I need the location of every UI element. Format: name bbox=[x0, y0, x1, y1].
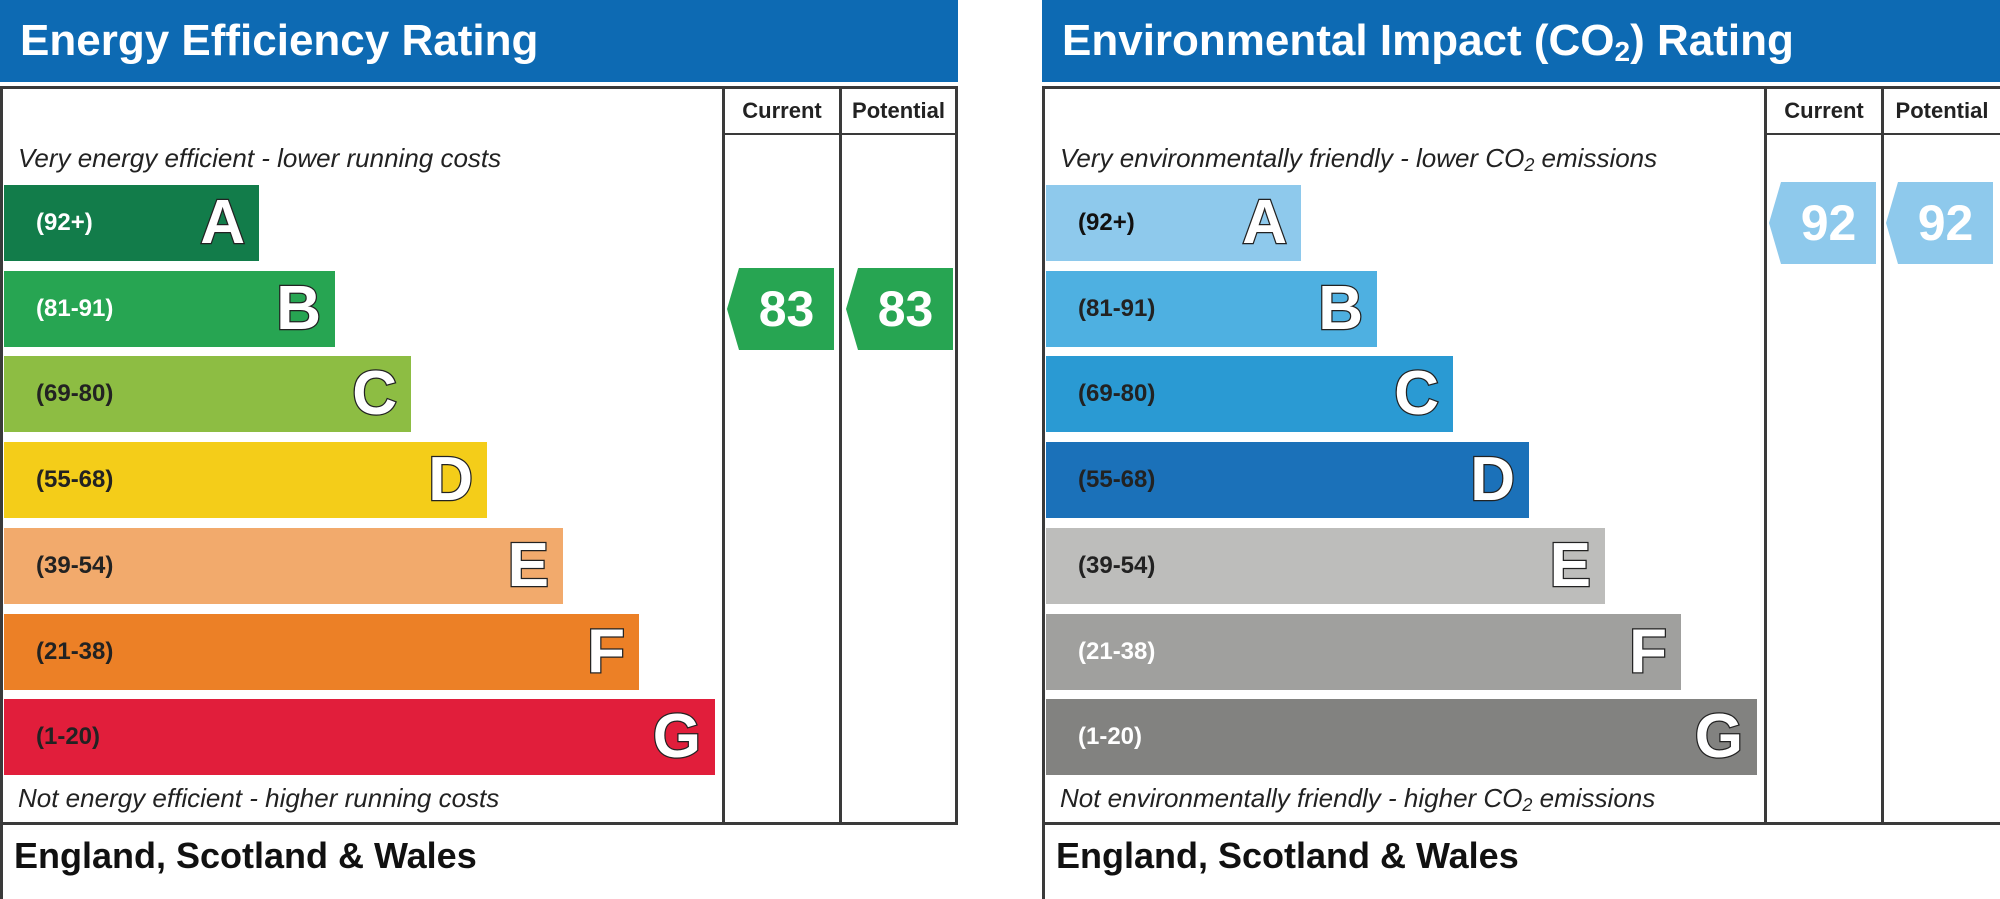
band-g: (1-20) G bbox=[4, 699, 715, 776]
band-range: (21-38) bbox=[36, 637, 114, 665]
energy-current-value: 83 bbox=[758, 280, 815, 337]
band-range: (39-54) bbox=[36, 551, 114, 579]
column-header-potential: Potential bbox=[1895, 98, 1989, 123]
frame-divider-2 bbox=[839, 86, 842, 824]
band-letter: D bbox=[427, 444, 474, 516]
frame-divider-1 bbox=[1764, 86, 1767, 824]
frame-right bbox=[955, 86, 958, 824]
top-note-part-1: Very environmentally friendly - lower CO bbox=[1060, 143, 1525, 173]
band-range: (69-80) bbox=[36, 380, 114, 408]
band-letter: E bbox=[506, 530, 550, 602]
frame-top bbox=[0, 86, 958, 89]
top-note: Very energy efficient - lower running co… bbox=[18, 143, 502, 173]
band-a: (92+) A bbox=[4, 185, 259, 261]
indicator-shape bbox=[1769, 182, 1876, 264]
bottom-note: Not environmentally friendly - higher CO… bbox=[1060, 783, 1655, 814]
band-letter: F bbox=[1628, 615, 1668, 687]
environmental-potential-value: 92 bbox=[1917, 195, 1974, 251]
band-range: (21-38) bbox=[1078, 637, 1156, 665]
band-letter: C bbox=[351, 358, 398, 430]
band-letter: D bbox=[1469, 444, 1516, 516]
frame-divider-1 bbox=[722, 86, 725, 824]
column-header-current: Current bbox=[1784, 98, 1864, 123]
energy-potential-value: 83 bbox=[877, 280, 934, 337]
indicator-shape bbox=[1886, 182, 1993, 264]
band-range: (55-68) bbox=[1078, 466, 1156, 494]
band-g: (1-20) G bbox=[1046, 699, 1757, 776]
band-b: (81-91) B bbox=[1046, 270, 1377, 347]
column-header-potential: Potential bbox=[852, 98, 945, 123]
band-letter: G bbox=[652, 701, 703, 773]
band-letter: F bbox=[586, 615, 626, 687]
band-range: (92+) bbox=[36, 209, 93, 236]
band-range: (1-20) bbox=[1078, 723, 1143, 751]
frame-divider-2 bbox=[1881, 86, 1884, 824]
bottom-note-sub: 2 bbox=[1522, 795, 1533, 815]
frame-bottom bbox=[1042, 822, 2000, 825]
band-range: (81-91) bbox=[36, 294, 114, 322]
band-d: (55-68) D bbox=[1046, 442, 1529, 519]
band-letter: E bbox=[1548, 530, 1592, 602]
band-range: (55-68) bbox=[36, 466, 114, 494]
band-c: (69-80) C bbox=[1046, 356, 1453, 433]
band-range: (92+) bbox=[1078, 209, 1135, 236]
environmental-title-sub: 2 bbox=[1614, 36, 1631, 67]
band-f: (21-38) F bbox=[4, 613, 639, 690]
environmental-title: Environmental Impact (CO2) Rating bbox=[1042, 0, 2000, 82]
band-a: (92+) A bbox=[1046, 185, 1301, 261]
band-range: (81-91) bbox=[1078, 294, 1156, 322]
indicator-shape bbox=[846, 267, 953, 350]
band-f: (21-38) F bbox=[1046, 613, 1681, 690]
bottom-note: Not energy efficient - higher running co… bbox=[18, 783, 500, 813]
column-header-current: Current bbox=[742, 98, 822, 123]
band-e: (39-54) E bbox=[1046, 527, 1605, 604]
energy-footer: England, Scotland & Wales bbox=[14, 835, 477, 876]
energy-efficiency-panel: Energy Efficiency Rating Current Potenti… bbox=[0, 0, 960, 899]
top-note-sub: 2 bbox=[1524, 155, 1535, 175]
top-note-part-3: emissions bbox=[1534, 143, 1658, 173]
environmental-current-indicator: 92 bbox=[1769, 182, 1876, 264]
band-e: (39-54) E bbox=[4, 527, 563, 604]
band-letter: B bbox=[275, 272, 322, 344]
environmental-current-value: 92 bbox=[1800, 195, 1857, 251]
band-letter: A bbox=[199, 187, 246, 259]
band-letter: B bbox=[1317, 272, 1364, 344]
frame-left bbox=[0, 86, 3, 899]
environmental-potential-indicator: 92 bbox=[1886, 182, 1993, 264]
frame-bottom bbox=[0, 822, 958, 825]
band-c: (69-80) C bbox=[4, 356, 411, 433]
energy-potential-indicator: 83 bbox=[846, 267, 953, 350]
frame-top bbox=[1042, 86, 2000, 89]
band-letter: G bbox=[1694, 701, 1745, 773]
band-letter: A bbox=[1241, 187, 1288, 259]
band-d: (55-68) D bbox=[4, 442, 487, 519]
environmental-title-part-3: ) Rating bbox=[1630, 16, 1794, 65]
frame-left bbox=[1042, 86, 1045, 899]
band-range: (69-80) bbox=[1078, 380, 1156, 408]
environmental-footer: England, Scotland & Wales bbox=[1056, 835, 1519, 876]
band-b: (81-91) B bbox=[4, 270, 335, 347]
band-letter: C bbox=[1393, 358, 1440, 430]
bottom-note-part-1: Not environmentally friendly - higher CO bbox=[1060, 783, 1523, 813]
top-note: Very environmentally friendly - lower CO… bbox=[1060, 143, 1657, 174]
indicator-shape bbox=[727, 267, 834, 350]
bottom-note-part-3: emissions bbox=[1532, 783, 1656, 813]
environmental-impact-panel: Environmental Impact (CO2) Rating Curren… bbox=[1042, 0, 2000, 899]
energy-current-indicator: 83 bbox=[727, 267, 834, 350]
band-range: (1-20) bbox=[36, 723, 101, 751]
environmental-title-part-1: Environmental Impact (CO bbox=[1062, 16, 1615, 65]
energy-title: Energy Efficiency Rating bbox=[0, 0, 958, 82]
band-range: (39-54) bbox=[1078, 551, 1156, 579]
